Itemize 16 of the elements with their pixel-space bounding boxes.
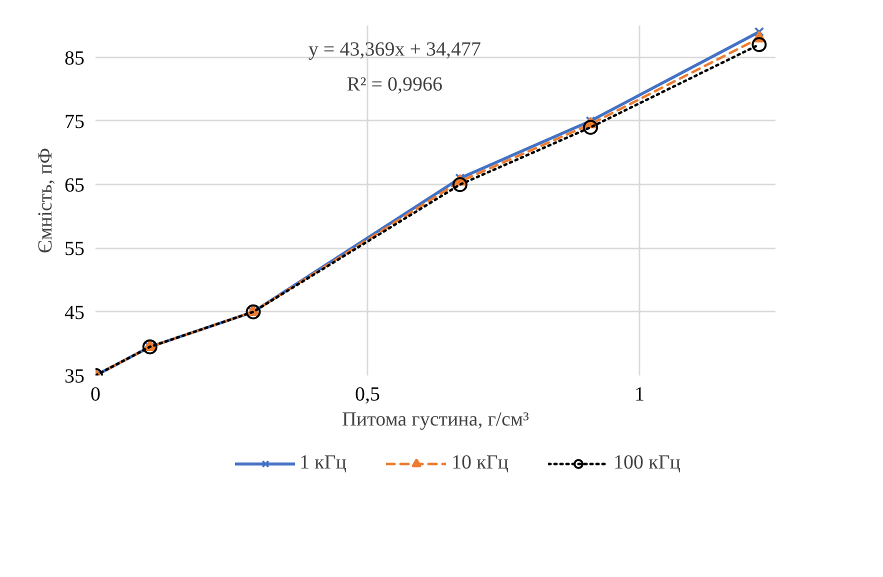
annotation: R² = 0,9966 [346, 74, 443, 96]
legend-label: 1 кГц [300, 452, 347, 474]
y-tick-label: 85 [64, 47, 84, 70]
y-tick-label: 45 [64, 302, 84, 324]
x-tick-label: 0 [90, 384, 100, 406]
x-axis-title: Питома густина, г/см³ [342, 408, 530, 430]
y-axis-title: Ємність, пФ [34, 148, 56, 254]
legend-label: 10 кГц [452, 452, 508, 474]
annotation: y = 43,369x + 34,477 [308, 38, 481, 60]
y-tick-label: 55 [64, 238, 84, 260]
y-tick-label: 35 [64, 366, 84, 388]
x-tick-label: 0,5 [355, 384, 380, 406]
y-tick-label: 65 [64, 174, 84, 197]
x-tick-label: 1 [634, 384, 644, 406]
y-tick-label: 75 [64, 110, 84, 133]
legend-label: 100 кГц [613, 452, 680, 474]
